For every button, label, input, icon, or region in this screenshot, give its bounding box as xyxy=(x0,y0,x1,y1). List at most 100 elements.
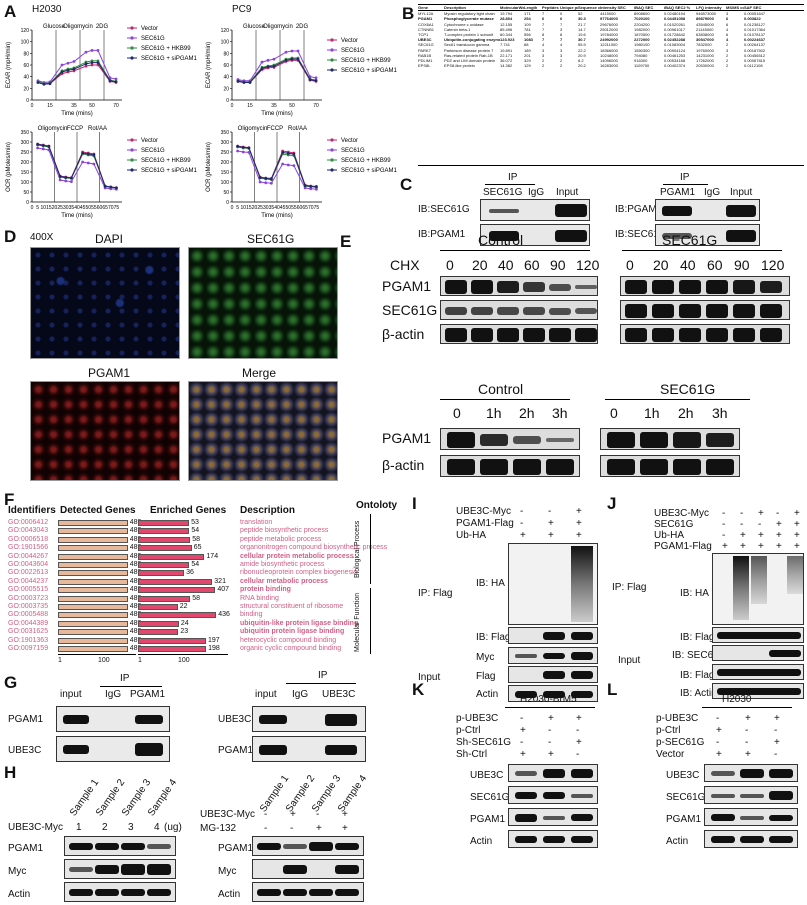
data-point xyxy=(60,63,64,67)
h-left-row-myc: Myc xyxy=(8,866,27,877)
blot-band xyxy=(760,304,782,318)
injection-label: Rot/AA xyxy=(288,126,307,132)
detected-value: 489 xyxy=(129,527,142,535)
c-right-lane-pgam1: PGAM1 xyxy=(660,187,696,198)
data-point xyxy=(281,151,285,154)
x-tick-label: 50 xyxy=(289,103,295,109)
table-cell: PGAM1 xyxy=(418,16,433,22)
sign-mark: + xyxy=(745,713,751,724)
blot-j-flag xyxy=(712,627,804,643)
blot-g-right-2 xyxy=(252,736,366,762)
x-tick-label: 0 xyxy=(31,205,34,211)
table-cell: 0.02452288 xyxy=(664,37,686,43)
enriched-bar xyxy=(138,536,191,543)
legend-marker xyxy=(330,138,334,142)
data-point xyxy=(236,79,240,83)
go-identifier: GO:0022613 xyxy=(8,569,49,577)
go-identifier: GO:0003723 xyxy=(8,594,49,602)
blot-i-flag xyxy=(508,627,598,644)
y-tick-label: 20 xyxy=(23,86,29,92)
table-cell: 0 xyxy=(560,11,563,17)
x-tick-label: 0 xyxy=(31,103,34,109)
table-cell: 916300 xyxy=(634,58,648,64)
h-left-row-actin: Actin xyxy=(8,889,31,900)
g-left-lane-pgam1: PGAM1 xyxy=(130,689,166,700)
e-time-label: 3h xyxy=(712,405,728,421)
condition-label: p-SEC61G xyxy=(656,737,705,748)
data-point xyxy=(242,81,246,84)
enriched-value: 321 xyxy=(214,577,226,585)
blot-band xyxy=(471,280,493,294)
blot-band xyxy=(607,459,635,475)
condition-label: Ub-HA xyxy=(654,530,685,541)
x-tick-label: 45 xyxy=(280,205,286,211)
data-point xyxy=(41,144,45,147)
legend-label: SEC61G + HKB99 xyxy=(141,46,191,52)
table-cell: 2 xyxy=(560,63,563,69)
injection-label: Oligomycin xyxy=(63,24,93,30)
y-tick-label: 0 xyxy=(226,200,229,206)
blot-l-ube3c xyxy=(704,764,798,782)
panel-label-f: F xyxy=(4,490,15,509)
blot-band xyxy=(706,432,734,448)
blot-e-sec61g xyxy=(440,300,598,320)
x-tick-label: 70 xyxy=(313,103,319,109)
x-tick-label: 30 xyxy=(63,205,69,211)
table-cell: T-complex protein 1 subunit xyxy=(444,32,494,38)
blot-i-flag-input xyxy=(508,666,598,683)
data-point xyxy=(47,145,51,148)
table-cell: 1109700 xyxy=(634,63,650,69)
detected-value: 489 xyxy=(129,636,142,644)
data-point xyxy=(42,82,46,86)
table-cell: 7832000 xyxy=(696,42,712,48)
y-tick-label: 100 xyxy=(21,180,30,186)
sign-mark: - xyxy=(716,737,720,748)
blot-e2-actin xyxy=(600,455,740,477)
blot-band xyxy=(679,328,701,342)
table-cell: 4 xyxy=(726,37,729,43)
table-row: PARK7 Parkinson disease protein 7 19.891 18… xyxy=(418,48,804,53)
data-point xyxy=(314,185,318,189)
blot-band xyxy=(523,282,545,292)
sign-mark: + xyxy=(794,530,800,541)
x-tick-label: 15 xyxy=(46,205,52,211)
legend-marker xyxy=(130,26,134,30)
data-point xyxy=(86,152,90,156)
legend-marker xyxy=(130,46,134,50)
x-tick-label: 75 xyxy=(114,205,120,211)
table-header-cell: MS/MS count xyxy=(726,5,744,10)
sign-mark: + xyxy=(520,725,526,736)
j-input-label: Input xyxy=(618,655,641,666)
blot-band xyxy=(497,328,519,342)
h-dose-unit: (ug) xyxy=(164,822,182,833)
legend-marker xyxy=(330,158,334,162)
detected-bar xyxy=(58,612,128,619)
data-point xyxy=(292,152,296,156)
legend-marker xyxy=(130,56,134,60)
f-header-description: Description xyxy=(240,505,296,516)
legend-label: Vector xyxy=(341,38,358,44)
y-tick-label: 40 xyxy=(23,75,29,81)
data-point xyxy=(64,176,68,179)
blot-band xyxy=(447,432,475,448)
table-cell: 3 xyxy=(560,26,563,32)
sign-mark: - xyxy=(774,749,778,760)
sign-mark: + xyxy=(758,541,764,552)
data-point xyxy=(114,77,118,81)
x-tick-label: 70 xyxy=(108,205,114,211)
panel-label-h: H xyxy=(4,763,17,782)
table-cell: 19.794 xyxy=(500,11,513,17)
table-cell: 6 xyxy=(542,16,545,22)
enriched-bar xyxy=(138,646,207,652)
condition-label: UBE3C-Myc xyxy=(456,506,512,517)
blot-band xyxy=(471,328,493,342)
c-left-row-1: IB:SEC61G xyxy=(418,204,470,215)
x-tick-label: 55 xyxy=(91,205,97,211)
blot-h-right-2 xyxy=(252,859,364,879)
y-tick-label: 50 xyxy=(23,190,29,196)
go-description: organic cyclic compound binding xyxy=(240,645,342,652)
table-row: PDLIM1 PDZ and LIM domain protein 36.072 32… xyxy=(418,58,804,63)
data-point xyxy=(266,58,270,62)
table-cell: EPS8-like protein xyxy=(444,63,475,69)
sign-mark: - xyxy=(290,823,294,834)
